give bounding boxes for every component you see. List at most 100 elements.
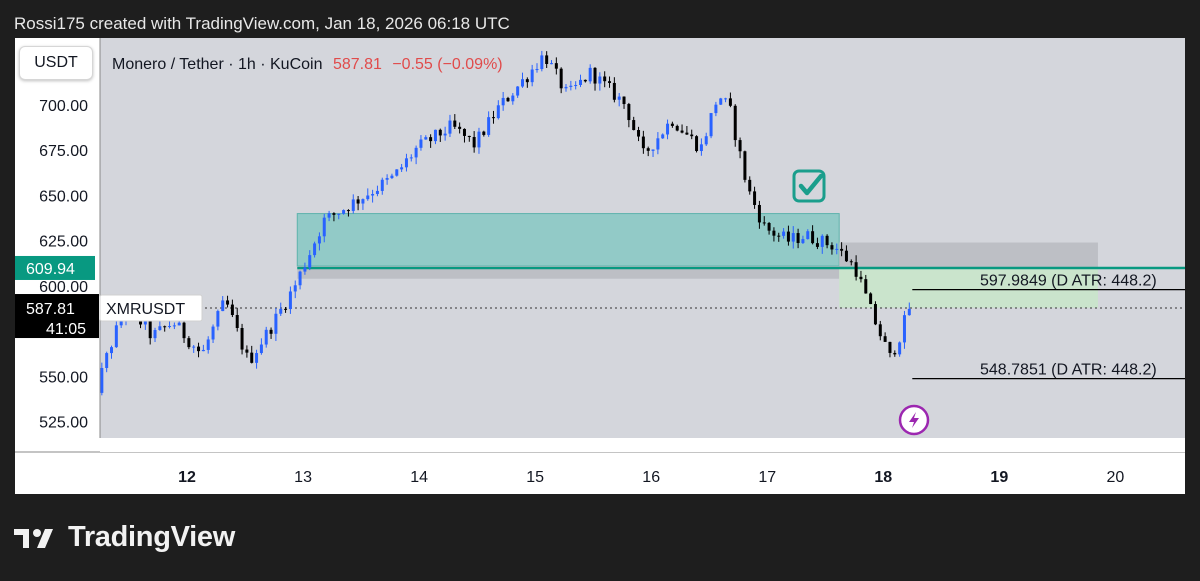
- candle-body: [153, 330, 157, 339]
- candle: [361, 198, 365, 210]
- candle-body: [632, 120, 636, 131]
- candle-body: [356, 199, 360, 204]
- candle: [458, 122, 462, 134]
- candle: [511, 93, 515, 105]
- candle-body: [385, 178, 389, 180]
- candle-body: [143, 321, 147, 325]
- candle: [738, 137, 742, 159]
- candle: [728, 92, 732, 108]
- bar-countdown-label: 41:05: [46, 321, 86, 338]
- candle-body: [627, 104, 631, 121]
- candle: [472, 131, 476, 153]
- candle-body: [651, 149, 655, 151]
- current-price-label: 587.81: [26, 301, 75, 318]
- candle: [520, 72, 524, 88]
- candle: [506, 96, 510, 102]
- candle-body: [346, 210, 350, 212]
- candle: [477, 127, 481, 154]
- candle: [733, 104, 737, 147]
- chart-canvas[interactable]: 597.9849 (D ATR: 448.2) 548.7851 (D ATR: …: [15, 38, 1185, 494]
- candle: [873, 301, 877, 326]
- symbol-currency-button[interactable]: USDT: [19, 46, 93, 80]
- candle-body: [332, 213, 336, 215]
- candle: [806, 229, 810, 240]
- candle-body: [293, 285, 297, 292]
- candle: [888, 341, 892, 358]
- candle: [791, 226, 795, 249]
- candle-body: [569, 85, 573, 87]
- candle-body: [757, 204, 761, 223]
- time-tick-label: 16: [642, 469, 660, 486]
- candle: [559, 67, 563, 94]
- candle: [641, 130, 645, 154]
- candle-body: [603, 76, 607, 82]
- candle: [187, 336, 191, 350]
- candle: [651, 149, 655, 157]
- candle: [375, 185, 379, 197]
- candle: [467, 135, 471, 142]
- candle-body: [525, 79, 529, 83]
- candle-body: [815, 243, 819, 247]
- lightning-bolt[interactable]: [909, 412, 919, 428]
- candle-body: [477, 131, 481, 148]
- candle-body: [308, 255, 312, 268]
- candle-body: [661, 134, 665, 139]
- candle: [902, 310, 906, 349]
- candle-body: [172, 325, 176, 327]
- candle-body: [226, 300, 230, 305]
- candle: [762, 216, 766, 226]
- candle-body: [709, 113, 713, 137]
- candle-body: [530, 69, 534, 83]
- candle-body: [429, 137, 433, 142]
- candle: [443, 126, 447, 141]
- tradingview-logo-icon: [14, 528, 53, 548]
- zone-supply-demand-0: [296, 213, 840, 267]
- candle: [815, 237, 819, 250]
- candle: [579, 74, 583, 88]
- candle-body: [342, 210, 346, 214]
- candle: [380, 177, 384, 195]
- candle: [864, 274, 868, 294]
- price-tick-label: 700.00: [39, 98, 88, 115]
- candle-body: [559, 68, 563, 89]
- candle: [158, 321, 162, 331]
- candle-body: [844, 250, 848, 262]
- candle: [366, 188, 370, 201]
- candle: [748, 176, 752, 195]
- candle-body: [375, 190, 379, 195]
- candle-body: [462, 128, 466, 136]
- candle-body: [666, 123, 670, 135]
- candle-body: [414, 147, 418, 158]
- candle: [313, 241, 317, 258]
- check-box-frame: [792, 169, 826, 203]
- candle-body: [806, 231, 810, 240]
- candle-body: [579, 79, 583, 85]
- candle-body: [550, 63, 554, 65]
- price-tick-label: 650.00: [39, 188, 88, 205]
- candle: [419, 135, 423, 151]
- candle: [390, 173, 394, 180]
- candle: [153, 327, 157, 343]
- candle: [409, 154, 413, 162]
- candle-body: [641, 136, 645, 149]
- candle: [540, 50, 544, 72]
- candle: [322, 213, 326, 243]
- candle-body: [105, 353, 109, 368]
- candle: [525, 77, 529, 88]
- candle-body: [274, 313, 278, 334]
- candle-body: [491, 117, 495, 119]
- candle-body: [762, 222, 766, 224]
- candle-body: [796, 233, 800, 244]
- price-scale-panel[interactable]: [15, 38, 100, 438]
- candle-body: [148, 321, 152, 339]
- candle: [448, 114, 452, 138]
- candle: [627, 102, 631, 128]
- candle-body: [303, 267, 307, 272]
- candle-body: [690, 134, 694, 137]
- candle-body: [612, 82, 616, 100]
- price-tick-label: 675.00: [39, 143, 88, 160]
- candle: [221, 296, 225, 312]
- time-tick-label: 12: [178, 469, 196, 486]
- candle: [230, 299, 234, 318]
- lightning-icon[interactable]: [898, 404, 930, 436]
